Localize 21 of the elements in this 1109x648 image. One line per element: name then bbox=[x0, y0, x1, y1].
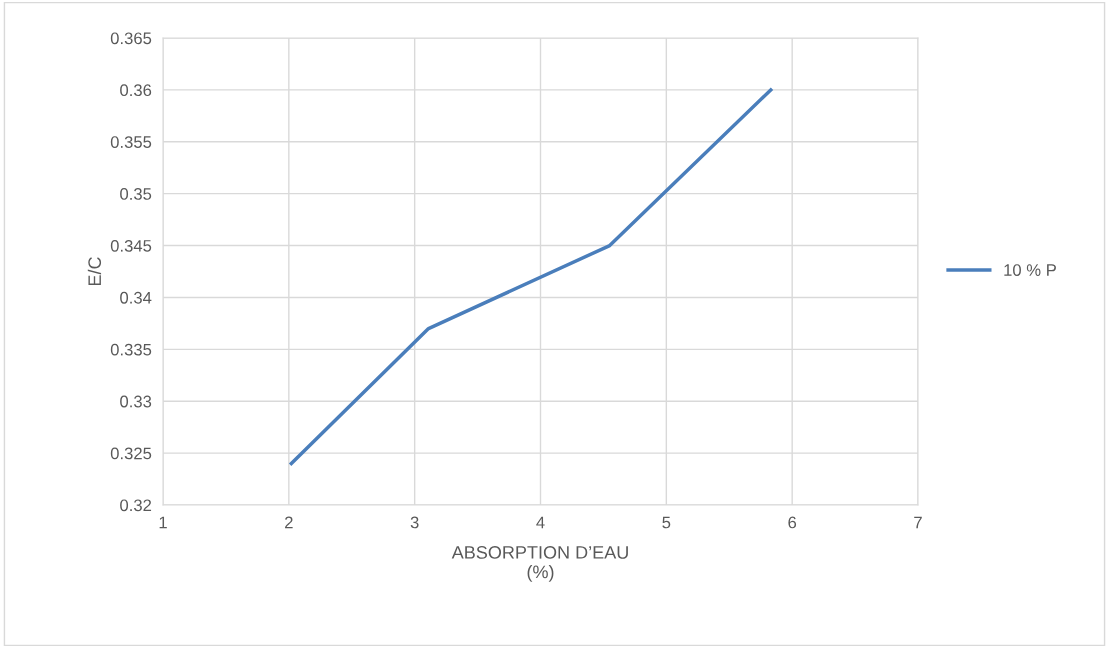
y-tick-label: 0.335 bbox=[110, 343, 152, 356]
y-tick-label: 0.32 bbox=[120, 499, 152, 512]
y-tick-label: 0.33 bbox=[120, 395, 152, 408]
y-tick-label: 0.34 bbox=[120, 291, 152, 304]
x-tick-label: 3 bbox=[410, 516, 419, 529]
x-tick-label: 5 bbox=[662, 516, 671, 529]
y-tick-label: 0.36 bbox=[120, 84, 152, 97]
y-tick-label: 0.345 bbox=[110, 239, 152, 252]
x-tick-label: 1 bbox=[159, 516, 167, 529]
y-tick-label: 0.355 bbox=[110, 136, 152, 148]
x-axis-title: ABSORPTION D’EAU (%) bbox=[451, 546, 628, 582]
line-series bbox=[289, 88, 773, 466]
y-tick-label: 0.325 bbox=[110, 447, 152, 460]
x-tick-label: 6 bbox=[788, 516, 797, 529]
x-tick-label: 4 bbox=[536, 516, 545, 529]
x-tick-label: 2 bbox=[285, 516, 293, 529]
y-axis-title: E/C bbox=[87, 257, 102, 286]
x-tick-label: 7 bbox=[914, 516, 922, 529]
legend-label: 10 % P bbox=[1004, 264, 1056, 276]
y-tick-label: 0.35 bbox=[120, 188, 152, 200]
y-tick-label: 0.365 bbox=[110, 32, 152, 45]
